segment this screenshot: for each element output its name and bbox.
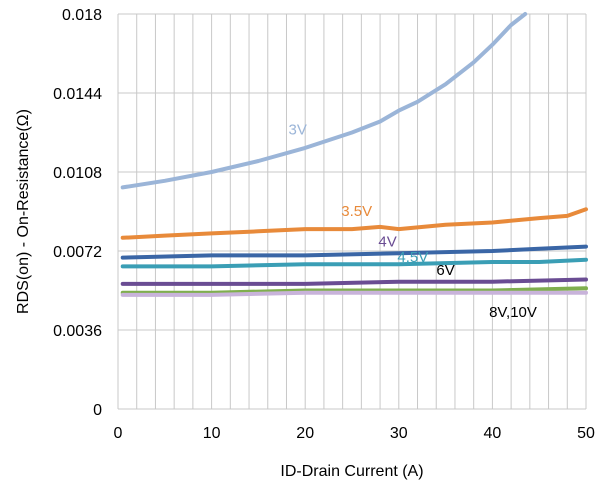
series-labels: 3V 3.5V 4V4.5V 6V 8V,10V (289, 122, 537, 321)
series-group (120, 12, 588, 297)
series-line-5 (120, 286, 588, 295)
x-tick-label-1: 10 (203, 425, 221, 442)
y-tick-labels: 0 0.0036 0.0072 0.0108 0.0144 0.018 (53, 7, 102, 419)
series-label-4: 6V (436, 262, 454, 279)
x-tick-label-0: 0 (114, 425, 123, 442)
x-axis-title: ID-Drain Current (A) (280, 463, 423, 480)
y-tick-label-5: 0.018 (62, 7, 102, 24)
y-axis-title: RDS(on) - On-Resistance(Ω) (15, 109, 32, 314)
y-tick-label-1: 0.0036 (53, 323, 102, 340)
series-line-3 (120, 257, 588, 269)
series-line-6 (120, 290, 588, 297)
series-label-2: 4V (378, 234, 396, 251)
series-line-4 (120, 277, 588, 286)
y-tick-label-4: 0.0144 (53, 86, 102, 103)
series-line-2 (120, 244, 588, 260)
series-label-3: 4.5V (397, 249, 428, 266)
y-tick-label-3: 0.0108 (53, 165, 102, 182)
y-tick-label-0: 0 (93, 402, 102, 419)
x-tick-label-4: 40 (484, 425, 502, 442)
x-tick-label-5: 50 (577, 425, 595, 442)
series-line-0 (120, 12, 528, 190)
x-tick-label-3: 30 (390, 425, 408, 442)
series-label-0: 3V (289, 122, 307, 139)
x-tick-label-2: 20 (296, 425, 314, 442)
series-label-1: 3.5V (341, 203, 372, 220)
y-tick-label-2: 0.0072 (53, 244, 102, 261)
series-line-1 (120, 207, 588, 240)
x-tick-labels: 0 10 20 30 40 50 (114, 425, 595, 442)
series-label-5: 8V,10V (489, 304, 537, 321)
